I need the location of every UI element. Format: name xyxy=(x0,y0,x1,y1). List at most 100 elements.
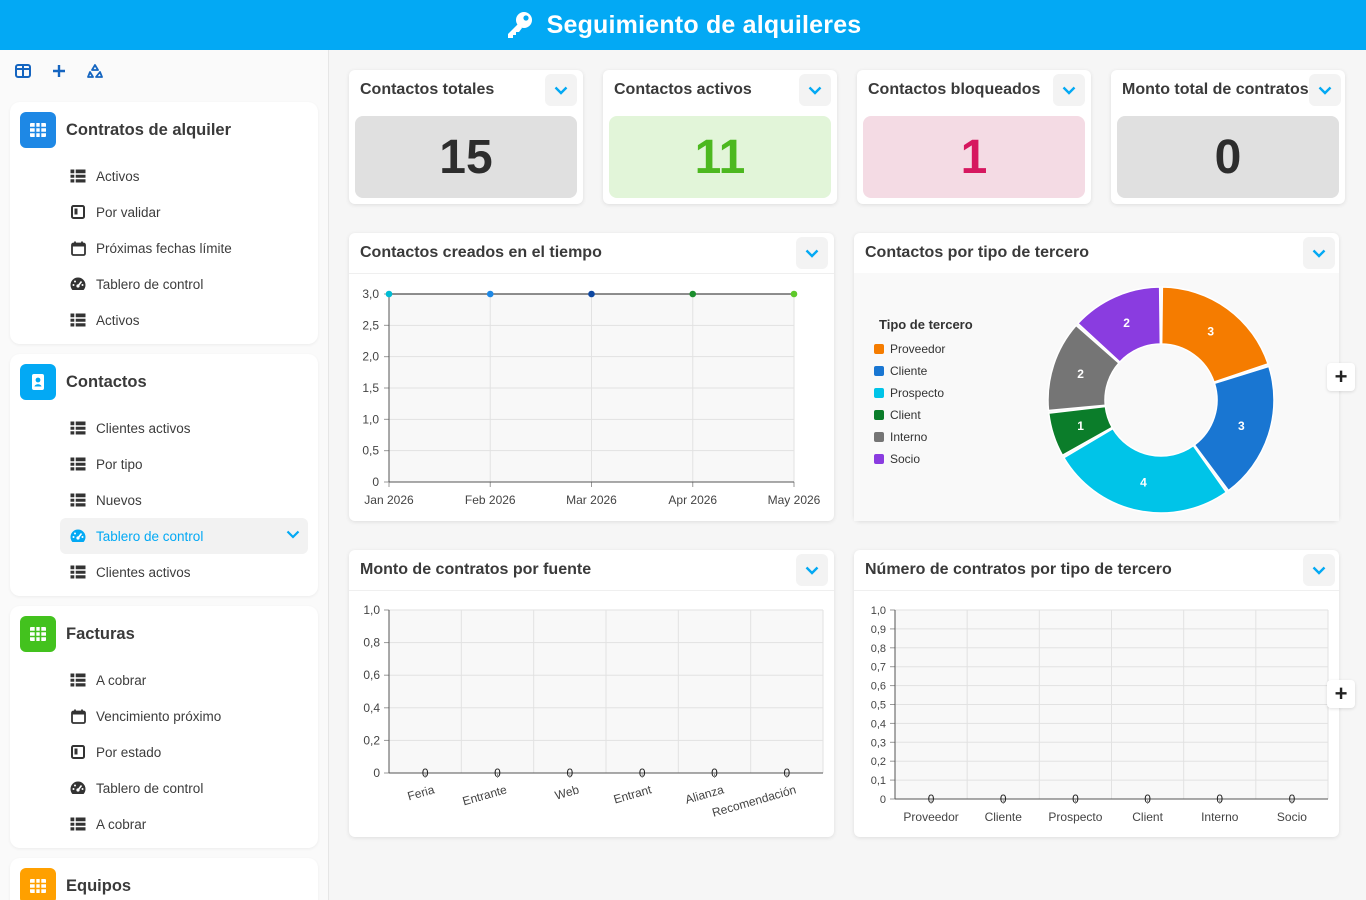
x-tick-label: Proveedor xyxy=(903,810,958,824)
nav-group-header[interactable]: Facturas xyxy=(10,606,318,662)
grid-icon xyxy=(20,112,56,148)
app-title: Seguimiento de alquileres xyxy=(546,10,862,39)
add-widget-button[interactable]: + xyxy=(1327,363,1355,391)
nav-item[interactable]: Tablero de control xyxy=(10,266,318,302)
x-tick-label: Mar 2026 xyxy=(566,493,617,507)
nav-group-label: Contratos de alquiler xyxy=(66,120,232,139)
chart-title: Contactos creados en el tiempo xyxy=(360,244,602,261)
layout-icon[interactable] xyxy=(12,60,34,82)
nav-item-label: Tablero de control xyxy=(96,528,204,544)
x-tick-label: Feb 2026 xyxy=(465,493,516,507)
nav-item-label: Clientes activos xyxy=(96,420,191,436)
nav-item[interactable]: Por validar xyxy=(10,194,318,230)
nav-group: Equipos xyxy=(10,858,318,900)
y-tick-label: 0,5 xyxy=(362,444,379,458)
table-icon xyxy=(69,311,87,329)
donut-slice xyxy=(1160,286,1269,384)
recycle-icon[interactable] xyxy=(84,60,106,82)
chevron-down-icon[interactable] xyxy=(286,527,300,542)
chevron-down-icon[interactable] xyxy=(796,237,828,269)
nav-item[interactable]: A cobrar xyxy=(10,662,318,698)
nav-group-header[interactable]: Contactos xyxy=(10,354,318,410)
chevron-down-icon[interactable] xyxy=(1303,237,1335,269)
nav-group-label: Equipos xyxy=(66,876,132,895)
legend-label: Proveedor xyxy=(890,342,945,356)
y-tick-label: 3,0 xyxy=(362,287,379,301)
nav-item[interactable]: Tablero de control xyxy=(10,770,318,806)
table-icon xyxy=(69,419,87,437)
donut-slice xyxy=(1062,427,1228,514)
data-label: 3 xyxy=(1207,325,1214,339)
nav-item[interactable]: Próximas fechas límite xyxy=(10,230,318,266)
kpi-card-contract-total: Monto total de contratos 0 xyxy=(1111,70,1345,204)
nav-item[interactable]: A cobrar xyxy=(10,806,318,842)
kpi-card-active-contacts: Contactos activos 11 xyxy=(603,70,837,204)
legend-label: Prospecto xyxy=(890,386,944,400)
nav-item-label: Por tipo xyxy=(96,456,143,472)
y-tick-label: 1,0 xyxy=(871,605,886,617)
data-label: 4 xyxy=(1140,476,1147,490)
kpi-card-total-contacts: Contactos totales 15 xyxy=(349,70,583,204)
legend-swatch xyxy=(874,344,884,354)
nav-item[interactable]: Vencimiento próximo xyxy=(10,698,318,734)
x-tick-label: Socio xyxy=(1277,810,1307,824)
nav-item[interactable]: Tablero de control xyxy=(60,518,308,554)
kpi-title: Contactos activos xyxy=(614,81,752,98)
chevron-down-icon[interactable] xyxy=(1303,554,1335,586)
legend-swatch xyxy=(874,410,884,420)
table-icon xyxy=(69,815,87,833)
y-tick-label: 0,6 xyxy=(871,681,886,693)
nav-group-label: Contactos xyxy=(66,372,147,391)
chevron-down-icon[interactable] xyxy=(1053,74,1085,106)
nav-group: Facturas A cobrar Vencimiento próximo Por e… xyxy=(10,606,318,848)
legend-swatch xyxy=(874,366,884,376)
legend-label: Socio xyxy=(890,452,920,466)
x-tick-label: Cliente xyxy=(985,810,1023,824)
donut-slice xyxy=(1047,324,1120,412)
plus-icon[interactable] xyxy=(48,60,70,82)
gauge-icon xyxy=(69,275,87,293)
chevron-down-icon[interactable] xyxy=(796,554,828,586)
chevron-down-icon[interactable] xyxy=(1309,74,1341,106)
x-tick-label: Jan 2026 xyxy=(364,493,414,507)
gauge-icon xyxy=(69,527,87,545)
grid-icon xyxy=(20,616,56,652)
legend-label: Cliente xyxy=(890,364,928,378)
data-label: 2 xyxy=(1123,316,1130,330)
chart-title: Contactos por tipo de tercero xyxy=(865,244,1090,261)
nav-group-header[interactable]: Equipos xyxy=(10,858,318,900)
nav-item[interactable]: Activos xyxy=(10,302,318,338)
donut-slice xyxy=(1047,405,1114,457)
y-tick-label: 0,5 xyxy=(871,700,886,712)
y-tick-label: 0,2 xyxy=(871,756,886,768)
y-tick-label: 0,8 xyxy=(871,643,886,655)
nav-item-label: Nuevos xyxy=(96,492,142,508)
donut-slice xyxy=(1193,365,1275,492)
nav-item[interactable]: Activos xyxy=(10,158,318,194)
y-tick-label: 0,3 xyxy=(871,737,886,749)
sidebar: Contratos de alquiler Activos Por validar P… xyxy=(0,50,329,900)
donut-chart: Tipo de tercero Proveedor Cliente Prospecto… xyxy=(854,273,1339,521)
nav-group-header[interactable]: Contratos de alquiler xyxy=(10,102,318,158)
nav-item-label: Por estado xyxy=(96,744,162,760)
nav-item-label: Vencimiento próximo xyxy=(96,708,222,724)
y-tick-label: 0,4 xyxy=(363,701,380,715)
y-tick-label: 0 xyxy=(373,766,380,780)
kpi-value: 11 xyxy=(609,116,831,198)
y-tick-label: 1,0 xyxy=(363,603,380,617)
add-widget-button[interactable]: + xyxy=(1327,680,1355,708)
kpi-title: Contactos totales xyxy=(360,81,495,98)
y-tick-label: 2,5 xyxy=(362,318,379,332)
data-label: 2 xyxy=(1077,367,1084,381)
chevron-down-icon[interactable] xyxy=(545,74,577,106)
y-tick-label: 1,0 xyxy=(362,412,379,426)
nav-item[interactable]: Clientes activos xyxy=(10,554,318,590)
divider xyxy=(854,590,1339,591)
chevron-down-icon[interactable] xyxy=(799,74,831,106)
nav-item[interactable]: Nuevos xyxy=(10,482,318,518)
nav-item[interactable]: Por estado xyxy=(10,734,318,770)
x-tick-label: Client xyxy=(1132,810,1163,824)
kpi-card-blocked-contacts: Contactos bloqueados 1 xyxy=(857,70,1091,204)
nav-item[interactable]: Por tipo xyxy=(10,446,318,482)
nav-item[interactable]: Clientes activos xyxy=(10,410,318,446)
